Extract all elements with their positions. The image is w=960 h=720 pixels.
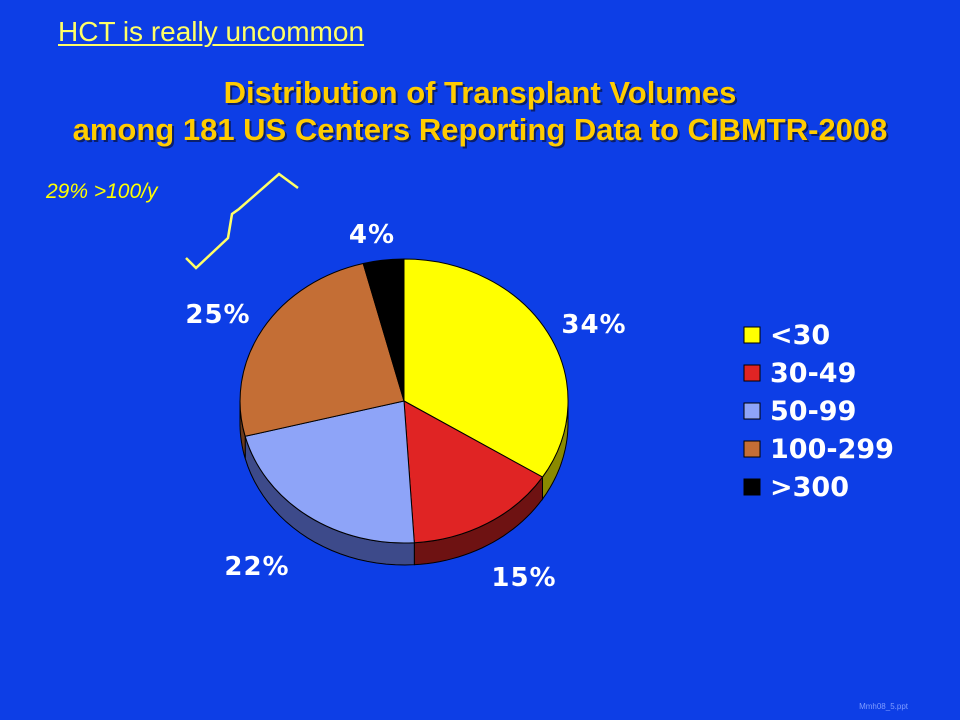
slice-label-50-99: 22% [224, 552, 289, 582]
legend-label-gt300: >300 [770, 472, 849, 503]
legend-swatch-30-49 [743, 364, 761, 382]
pie-slice-lt30 [403, 258, 569, 478]
slice-label-30-49: 15% [491, 563, 556, 593]
legend-swatch-gt300 [743, 478, 761, 496]
chart-title: Distribution of Transplant Volumes among… [0, 74, 960, 148]
legend-swatch-lt30 [743, 326, 761, 344]
pie-slice-50-99 [244, 400, 415, 544]
legend: <30 30-49 50-99 100-299 >300 [743, 320, 894, 503]
legend-label-100-299: 100-299 [770, 434, 894, 465]
legend-label-30-49: 30-49 [770, 358, 856, 389]
footer-filename: Mmh08_5.ppt [859, 702, 908, 711]
slice-label-100-299: 25% [185, 300, 250, 330]
header-link[interactable]: HCT is really uncommon [58, 16, 365, 47]
slice-label-lt30: 34% [561, 310, 626, 340]
pie-slice-gt300 [362, 258, 405, 402]
annotation-text: 29% >100/y [46, 180, 158, 203]
legend-label-lt30: <30 [770, 320, 830, 351]
title-line-1: Distribution of Transplant Volumes [223, 75, 737, 110]
annotation-bracket [185, 172, 299, 270]
title-line-2: among 181 US Centers Reporting Data to C… [72, 112, 888, 147]
legend-swatch-100-299 [743, 440, 761, 458]
legend-label-50-99: 50-99 [770, 396, 856, 427]
legend-swatch-50-99 [743, 402, 761, 420]
slice-label-gt300: 4% [349, 220, 395, 250]
pie-slice-30-49 [403, 400, 544, 544]
pie-label-layer: 34% 15% 22% 25% 4% [185, 220, 626, 593]
pie-top-layer [239, 258, 569, 544]
pie-slice-100-299 [239, 262, 405, 437]
